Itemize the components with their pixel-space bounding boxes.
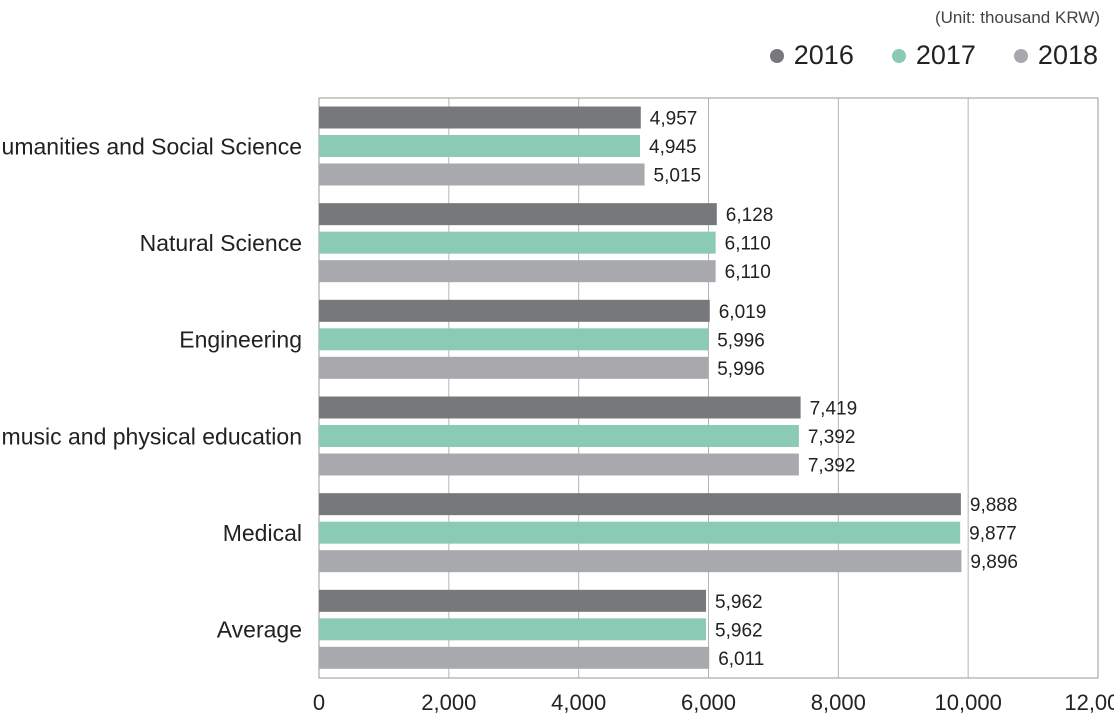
data-label-2016-4: 9,888: [970, 495, 1018, 516]
category-label-2: Engineering: [179, 327, 302, 353]
legend-dot-2017: [891, 48, 906, 63]
data-label-2018-2: 5,996: [717, 359, 765, 380]
data-label-2016-2: 6,019: [719, 302, 767, 323]
legend-label-2018: 2018: [1037, 40, 1098, 70]
bar-2016-2: [319, 299, 710, 322]
bar-2016-0: [319, 106, 641, 129]
bar-2018-1: [319, 260, 716, 283]
bar-2017-0: [319, 135, 641, 157]
data-label-2016-5: 5,962: [715, 592, 763, 613]
x-tick-label-6: 12,000: [1064, 690, 1114, 715]
bar-2018-0: [319, 163, 645, 186]
category-label-3: Art, music and physical education: [0, 423, 302, 449]
bar-2018-2: [319, 356, 709, 379]
legend-label-2016: 2016: [793, 40, 854, 70]
data-label-2018-5: 6,011: [718, 649, 764, 670]
unit-label: (Unit: thousand KRW): [934, 8, 1100, 27]
x-tick-label-1: 2,000: [421, 690, 476, 715]
data-label-2018-3: 7,392: [808, 456, 856, 477]
data-label-2018-0: 5,015: [654, 166, 702, 187]
bar-2016-5: [319, 589, 707, 612]
category-label-5: Average: [217, 617, 302, 643]
legend-label-2017: 2017: [915, 40, 976, 70]
chart-legend: 2016 2017 2018: [769, 40, 1098, 71]
legend-item-2017: 2017: [891, 40, 976, 71]
x-tick-label-0: 0: [313, 690, 325, 715]
bar-2016-1: [319, 203, 717, 226]
bar-2016-4: [319, 493, 961, 516]
category-label-1: Natural Science: [140, 230, 302, 256]
bar-2017-4: [319, 521, 961, 544]
data-label-2017-5: 5,962: [715, 620, 763, 641]
category-label-0: Humanities and Social Science: [0, 133, 302, 159]
data-label-2017-2: 5,996: [717, 330, 765, 351]
legend-dot-2018: [1013, 48, 1028, 63]
legend-item-2018: 2018: [1013, 40, 1098, 71]
x-tick-label-2: 4,000: [551, 690, 606, 715]
legend-item-2016: 2016: [769, 40, 854, 71]
x-tick-label-4: 8,000: [811, 690, 866, 715]
x-tick-label-5: 10,000: [935, 690, 1002, 715]
bar-2017-1: [319, 231, 716, 254]
legend-dot-2016: [769, 48, 784, 63]
bar-2017-5: [319, 618, 707, 641]
data-label-2018-4: 9,896: [970, 552, 1018, 573]
data-label-2017-3: 7,392: [808, 427, 856, 448]
category-label-4: Medical: [223, 520, 302, 546]
data-label-2016-0: 4,957: [650, 109, 698, 130]
data-label-2016-1: 6,128: [726, 205, 774, 226]
bar-2017-2: [319, 328, 709, 351]
bar-2018-4: [319, 550, 962, 573]
bar-2017-3: [319, 425, 799, 447]
data-label-2017-4: 9,877: [969, 524, 1017, 545]
data-label-2017-1: 6,110: [725, 234, 771, 255]
data-label-2016-3: 7,419: [810, 399, 858, 420]
x-tick-label-3: 6,000: [681, 690, 736, 715]
data-label-2017-0: 4,945: [649, 137, 697, 158]
bar-2018-3: [319, 453, 799, 476]
bar-2018-5: [319, 646, 710, 669]
plot-border: [318, 97, 1099, 679]
bar-2016-3: [319, 396, 801, 419]
data-label-2018-1: 6,110: [725, 262, 771, 283]
